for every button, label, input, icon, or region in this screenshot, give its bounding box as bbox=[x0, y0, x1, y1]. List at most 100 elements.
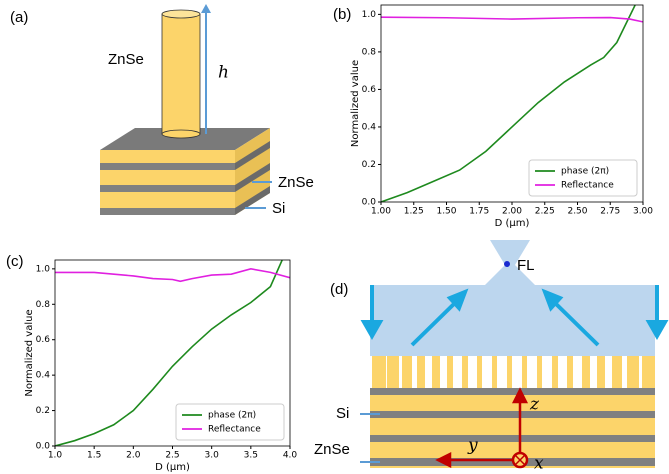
x-tick-label: 1.0 bbox=[48, 451, 63, 461]
layer bbox=[100, 163, 235, 170]
pillar bbox=[477, 356, 482, 388]
x-tick-label: 3.5 bbox=[244, 451, 258, 461]
y-tick-label: 0.8 bbox=[36, 300, 51, 310]
pillar bbox=[402, 356, 412, 388]
x-tick-label: 1.75 bbox=[469, 207, 489, 217]
series-line bbox=[381, 16, 643, 23]
layer-label: ZnSe bbox=[314, 441, 350, 458]
layer bbox=[370, 435, 655, 442]
x-tick-label: 4.0 bbox=[283, 451, 298, 461]
x-tick-label: 2.75 bbox=[600, 207, 620, 217]
plot-frame bbox=[54, 259, 291, 447]
x-tick-label: 2.25 bbox=[535, 207, 555, 217]
axis-label: y bbox=[467, 436, 478, 456]
legend-label: Reflectance bbox=[208, 425, 261, 435]
y-tick-label: 1.0 bbox=[36, 264, 51, 274]
y-tick-label: 0.0 bbox=[362, 198, 377, 208]
plot-frame bbox=[380, 4, 644, 203]
legend-box bbox=[528, 159, 638, 197]
y-tick-label: 1.0 bbox=[362, 10, 377, 20]
legend-box bbox=[175, 403, 285, 441]
layer bbox=[235, 141, 270, 170]
panel-label: (c) bbox=[6, 253, 24, 270]
pillar bbox=[582, 356, 590, 388]
y-tick-label: 0.8 bbox=[362, 47, 377, 57]
pillar bbox=[627, 356, 639, 388]
pillar bbox=[417, 356, 425, 388]
x-tick-label: 2.00 bbox=[502, 207, 522, 217]
pillar bbox=[387, 356, 399, 388]
panel-label: (d) bbox=[330, 281, 348, 298]
panel-label: (a) bbox=[10, 9, 28, 26]
layer-label: Si bbox=[272, 200, 285, 217]
medium bbox=[370, 240, 655, 356]
pillar bbox=[161, 13, 201, 135]
y-axis-label: Normalized value bbox=[24, 309, 35, 396]
pillar bbox=[432, 356, 440, 388]
pillar bbox=[552, 356, 558, 388]
pillar bbox=[642, 356, 655, 388]
layer-label: Si bbox=[336, 405, 349, 422]
layer bbox=[235, 186, 270, 215]
x-tick-label: 2.50 bbox=[567, 207, 587, 217]
pillar-label: ZnSe bbox=[108, 51, 144, 68]
layer bbox=[100, 208, 235, 215]
series-line bbox=[55, 260, 283, 446]
axes-triad bbox=[435, 387, 529, 469]
y-axis-label: Normalized value bbox=[350, 60, 361, 147]
diagram-a: (a) ZnSe h ZnSe Si bbox=[10, 4, 314, 217]
y-tick-label: 0.2 bbox=[36, 406, 50, 416]
x-axis-label: D (μm) bbox=[155, 462, 190, 473]
arrow-head bbox=[201, 4, 211, 13]
block-front bbox=[100, 150, 235, 215]
pillar bbox=[597, 356, 605, 388]
axis-label: x bbox=[534, 454, 544, 474]
x-tick-label: 1.00 bbox=[371, 207, 391, 217]
series-line bbox=[381, 5, 636, 202]
substrate bbox=[370, 388, 655, 468]
pillar bbox=[612, 356, 622, 388]
y-tick-label: 0.4 bbox=[362, 122, 377, 132]
pillar bbox=[492, 356, 497, 388]
x-tick-label: 3.0 bbox=[205, 451, 220, 461]
y-tick-label: 0.4 bbox=[36, 371, 51, 381]
x-tick-label: 2.0 bbox=[126, 451, 141, 461]
focus-label: FL bbox=[517, 257, 535, 274]
pillar bbox=[507, 356, 512, 388]
y-tick-label: 0.0 bbox=[36, 442, 51, 452]
arrows bbox=[360, 285, 669, 347]
height-label: h bbox=[218, 63, 229, 83]
block-top bbox=[100, 128, 270, 150]
series-line bbox=[55, 268, 290, 283]
pillar bbox=[372, 356, 386, 388]
legend-label: phase (2π) bbox=[208, 411, 256, 421]
legend-label: Reflectance bbox=[561, 181, 614, 191]
pillar bbox=[522, 356, 527, 388]
layer bbox=[370, 388, 655, 395]
pillars bbox=[372, 356, 655, 388]
x-tick-label: 1.5 bbox=[87, 451, 101, 461]
pillar bbox=[537, 356, 542, 388]
diagram-d: (d) FL Si ZnSe z y x bbox=[314, 240, 669, 474]
pillar bbox=[447, 356, 453, 388]
layer bbox=[100, 185, 235, 192]
pillar bbox=[462, 356, 468, 388]
y-tick-label: 0.6 bbox=[362, 85, 377, 95]
y-tick-label: 0.2 bbox=[362, 160, 376, 170]
x-tick-label: 1.25 bbox=[404, 207, 424, 217]
pillar bbox=[567, 356, 573, 388]
pillar-base bbox=[161, 129, 201, 139]
layer-label: ZnSe bbox=[278, 174, 314, 191]
panel-label: (b) bbox=[333, 6, 351, 23]
layer bbox=[370, 411, 655, 418]
axis-label: z bbox=[529, 395, 540, 415]
pillar-top bbox=[161, 9, 201, 19]
layer bbox=[235, 163, 270, 192]
x-tick-label: 1.50 bbox=[436, 207, 456, 217]
x-tick-label: 2.5 bbox=[165, 451, 179, 461]
x-tick-label: 3.00 bbox=[633, 207, 653, 217]
x-axis-label: D (μm) bbox=[495, 218, 530, 229]
focus-point bbox=[504, 261, 510, 267]
y-tick-label: 0.6 bbox=[36, 335, 51, 345]
